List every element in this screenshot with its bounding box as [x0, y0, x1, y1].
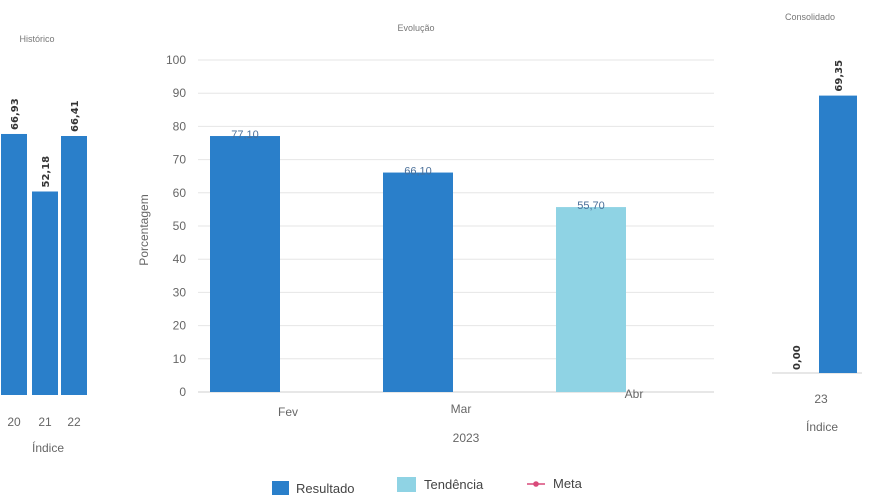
evolucao-ytick-70: 70 [173, 153, 187, 167]
historico-title: Histórico [19, 34, 54, 44]
evolucao-ytick-90: 90 [173, 86, 187, 100]
historico-tick-20: 20 [7, 415, 21, 429]
historico-bar-22 [61, 136, 87, 395]
evolucao-ytick-10: 10 [173, 352, 187, 366]
legend: Resultado Tendência Meta [272, 476, 583, 496]
evolucao-ylabel: Porcentagem [137, 194, 151, 265]
evolucao-ytick-30: 30 [173, 285, 187, 299]
consolidado-xlabel: Índice [806, 419, 838, 434]
legend-label-meta: Meta [553, 476, 583, 491]
legend-label-tendencia: Tendência [424, 477, 484, 492]
historico-value-label: 52,18 [41, 156, 52, 188]
evolucao-xtick-Mar: Mar [451, 402, 472, 416]
consolidado-bar-23 [819, 95, 857, 373]
evolucao-ytick-80: 80 [173, 119, 187, 133]
evolucao-ytick-50: 50 [173, 219, 187, 233]
historico-bar-20 [1, 133, 27, 395]
historico-xlabel: Índice [32, 440, 64, 455]
evolucao-bar-Abr [556, 207, 626, 392]
legend-label-resultado: Resultado [296, 481, 355, 496]
consolidado-value-label: 69,35 [834, 60, 845, 92]
historico-chart: Histórico 66,93 20 52,18 21 66,41 22 Índice [1, 34, 87, 455]
evolucao-ytick-20: 20 [173, 319, 187, 333]
consolidado-tick-23: 23 [814, 392, 828, 406]
consolidado-value-label: 0,00 [792, 345, 803, 370]
evolucao-xtick-Abr: Abr [625, 387, 644, 401]
historico-value-label: 66,93 [10, 98, 21, 130]
evolucao-chart: Evolução 0 10 20 30 40 50 60 70 80 90 100 77,10 Fev… [137, 23, 714, 445]
evolucao-ytick-40: 40 [173, 252, 187, 266]
historico-value-label: 66,41 [70, 100, 81, 132]
historico-bar-21 [32, 191, 58, 395]
evolucao-xlabel: 2023 [453, 431, 480, 445]
evolucao-bar-Mar [383, 172, 453, 392]
evolucao-ytick-100: 100 [166, 53, 186, 67]
evolucao-value-label: 66,10 [404, 166, 432, 178]
historico-tick-21: 21 [38, 415, 52, 429]
historico-tick-22: 22 [67, 415, 81, 429]
evolucao-ytick-0: 0 [179, 385, 186, 399]
evolucao-xtick-Fev: Fev [278, 405, 298, 419]
legend-swatch-resultado [272, 481, 289, 495]
evolucao-ytick-60: 60 [173, 186, 187, 200]
consolidado-chart: Consolidado 0,00 69,35 23 Índice [772, 12, 862, 434]
consolidado-title: Consolidado [785, 12, 835, 22]
evolucao-value-label: 55,70 [577, 200, 605, 212]
evolucao-title: Evolução [397, 23, 434, 33]
legend-swatch-tendencia [397, 477, 416, 492]
legend-swatch-meta-marker [533, 481, 539, 487]
evolucao-bar-Fev [210, 136, 280, 392]
evolucao-value-label: 77,10 [231, 129, 259, 141]
